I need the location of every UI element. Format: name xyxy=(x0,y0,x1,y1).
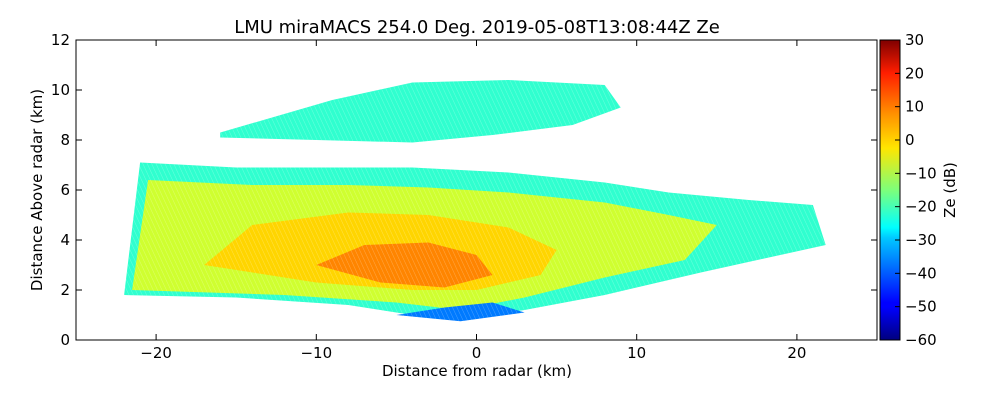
colorbar-tick-label: 10 xyxy=(905,98,924,116)
y-tick-label: 12 xyxy=(51,31,70,49)
x-tick-label: 0 xyxy=(472,344,482,362)
y-axis-ticks: 0 2 4 6 8 10 12 xyxy=(51,31,877,349)
colorbar-tick-label: −30 xyxy=(905,231,937,249)
colorbar-tick-label: 20 xyxy=(905,64,924,82)
y-tick-label: 10 xyxy=(51,81,70,99)
x-tick-label: −20 xyxy=(140,344,172,362)
echo-texture-peak-core xyxy=(316,242,493,288)
x-tick-label: 20 xyxy=(787,344,806,362)
y-tick-label: 0 xyxy=(60,331,70,349)
colorbar-tick-label: 0 xyxy=(905,131,915,149)
x-axis-ticks: −20 −10 0 10 20 xyxy=(140,40,806,362)
colorbar-ticks: 30 20 10 0 −10 −20 −30 −40 −50 −60 xyxy=(895,31,937,349)
colorbar-tick-label: −50 xyxy=(905,298,937,316)
colorbar: 30 20 10 0 −10 −20 −30 −40 −50 −60 Ze (dB) xyxy=(879,31,959,349)
colorbar-gradient xyxy=(879,39,901,341)
colorbar-tick-label: 30 xyxy=(905,31,924,49)
colorbar-tick-label: −40 xyxy=(905,264,937,282)
echo-texture-upper-cloud-layer xyxy=(220,80,621,143)
colorbar-tick-label: −20 xyxy=(905,198,937,216)
y-axis-label: Distance Above radar (km) xyxy=(28,89,46,291)
colorbar-tick-label: −10 xyxy=(905,164,937,182)
x-tick-label: −10 xyxy=(300,344,332,362)
echo-texture-low-reflectivity-base xyxy=(396,302,525,322)
y-tick-label: 6 xyxy=(60,181,70,199)
x-axis-label: Distance from radar (km) xyxy=(382,362,572,380)
chart-title: LMU miraMACS 254.0 Deg. 2019-05-08T13:08… xyxy=(234,17,720,38)
colorbar-tick-label: −60 xyxy=(905,331,937,349)
colorbar-label: Ze (dB) xyxy=(941,162,959,218)
y-tick-label: 8 xyxy=(60,131,70,149)
y-tick-label: 2 xyxy=(60,281,70,299)
x-tick-label: 10 xyxy=(627,344,646,362)
echo-regions xyxy=(124,80,826,322)
y-tick-label: 4 xyxy=(60,231,70,249)
